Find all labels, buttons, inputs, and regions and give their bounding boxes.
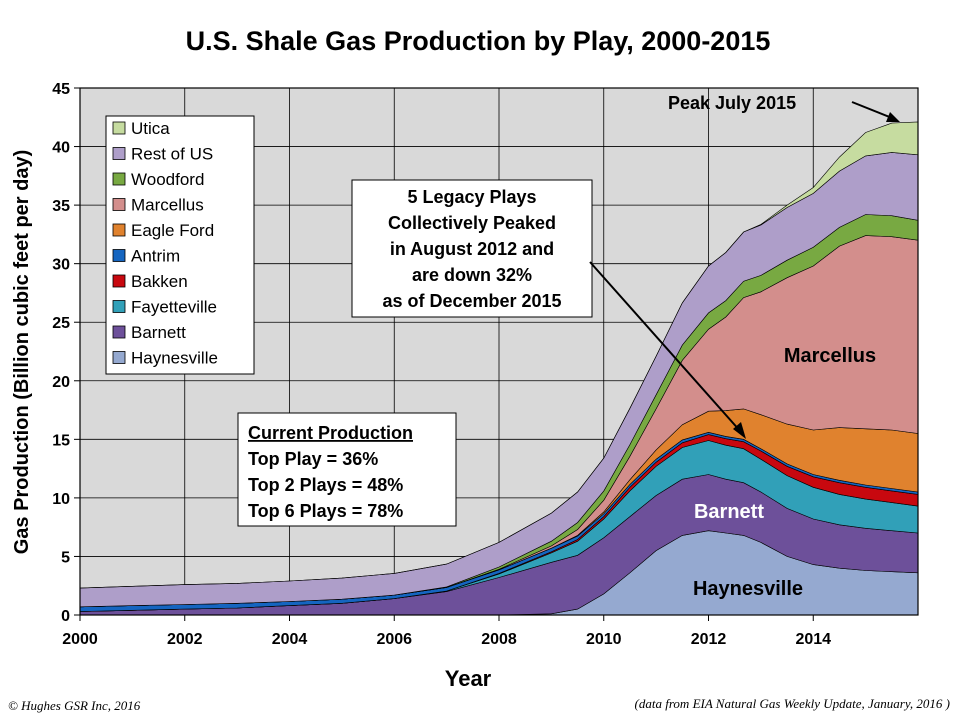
legacy-line-1: 5 Legacy Plays xyxy=(407,187,536,207)
marcellus-area-label: Marcellus xyxy=(784,345,876,367)
legend: Utica Rest of US Woodford Marcellus Eagle Fo… xyxy=(105,115,255,375)
x-tick-label: 2000 xyxy=(62,631,98,648)
legend-entry: Eagle Ford xyxy=(131,221,214,240)
legend-swatch xyxy=(112,351,126,364)
x-tick-label: 2006 xyxy=(376,631,412,648)
y-tick-label: 5 xyxy=(61,549,70,566)
legend-swatch xyxy=(112,121,126,135)
y-tick-label: 30 xyxy=(52,257,70,274)
legend-swatch xyxy=(112,325,126,339)
barnett-area-label: Barnett xyxy=(694,501,764,523)
legend-entry: Utica xyxy=(131,119,170,138)
x-tick-label: 2002 xyxy=(167,631,203,648)
x-axis-ticks: 2000 2002 2004 2006 2008 2010 2012 2014 xyxy=(62,615,831,648)
legacy-box xyxy=(351,179,593,318)
legend-entry: Fayetteville xyxy=(131,298,217,317)
source-note: (data from EIA Natural Gas Weekly Update… xyxy=(635,696,950,711)
legacy-line-5: as of December 2015 xyxy=(382,291,561,311)
legend-entry: Barnett xyxy=(131,323,186,342)
peak-annotation: Peak July 2015 xyxy=(668,93,900,122)
legend-entry: Marcellus xyxy=(131,196,204,215)
x-tick-label: 2010 xyxy=(586,631,622,648)
peak-arrowhead xyxy=(886,112,900,122)
x-tick-label: 2014 xyxy=(795,631,831,648)
legend-swatch xyxy=(112,274,126,288)
current-line-3: Top 6 Plays = 78% xyxy=(248,501,403,521)
current-line-1: Top Play = 36% xyxy=(248,449,378,469)
legend-entry: Haynesville xyxy=(131,349,218,368)
chart-title: U.S. Shale Gas Production by Play, 2000-… xyxy=(186,26,771,56)
current-title: Current Production xyxy=(248,423,413,443)
legacy-line-4: are down 32% xyxy=(412,265,532,285)
y-tick-label: 35 xyxy=(52,198,70,215)
legacy-line-2: Collectively Peaked xyxy=(388,213,556,233)
legacy-arrowhead xyxy=(733,422,746,439)
legend-entry: Antrim xyxy=(131,247,180,266)
legend-entry: Rest of US xyxy=(131,145,213,164)
y-axis-ticks: 0 5 10 15 20 25 30 35 40 45 xyxy=(52,81,80,625)
legend-swatch xyxy=(112,198,126,211)
legend-box xyxy=(105,115,255,375)
current-line-2: Top 2 Plays = 48% xyxy=(248,475,403,495)
peak-label: Peak July 2015 xyxy=(668,93,796,113)
y-tick-label: 20 xyxy=(52,374,70,391)
y-axis-title: Gas Production (Billion cubic feet per d… xyxy=(11,150,33,555)
legend-swatch xyxy=(112,147,126,160)
peak-arrow-line xyxy=(851,101,893,119)
y-tick-label: 15 xyxy=(52,432,70,449)
y-tick-label: 10 xyxy=(52,491,70,508)
x-tick-label: 2012 xyxy=(691,631,727,648)
legend-swatch xyxy=(112,249,126,262)
legacy-line-3: in August 2012 and xyxy=(390,239,554,259)
x-axis-title: Year xyxy=(445,666,492,691)
y-tick-label: 0 xyxy=(61,608,70,625)
copyright-note: © Hughes GSR Inc, 2016 xyxy=(8,698,141,713)
legacy-arrow-line xyxy=(589,261,742,433)
legend-swatch xyxy=(112,300,126,313)
current-production-annotation: Current Production Top Play = 36% Top 2 … xyxy=(237,412,457,527)
y-tick-label: 40 xyxy=(52,140,70,157)
legend-entry: Woodford xyxy=(131,170,204,189)
legacy-annotation: 5 Legacy Plays Collectively Peaked in Au… xyxy=(351,179,746,439)
y-tick-label: 25 xyxy=(52,315,70,332)
legend-swatch xyxy=(112,172,126,186)
legend-swatch xyxy=(112,223,126,237)
x-tick-label: 2004 xyxy=(272,631,308,648)
legend-entry: Bakken xyxy=(131,272,188,291)
current-box xyxy=(237,412,457,527)
haynesville-area-label: Haynesville xyxy=(693,578,803,600)
x-tick-label: 2008 xyxy=(481,631,517,648)
y-tick-label: 45 xyxy=(52,81,70,98)
